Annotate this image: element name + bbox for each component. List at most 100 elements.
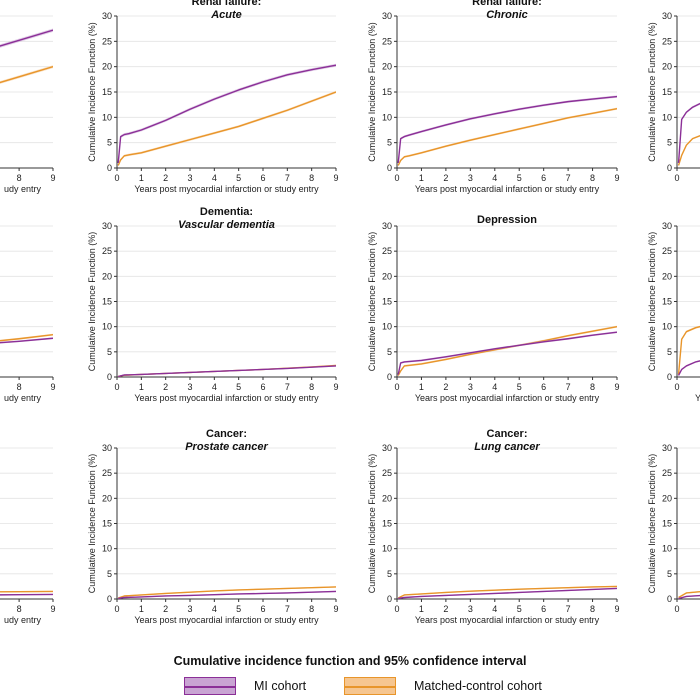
y-tick-label: 30 — [662, 11, 672, 21]
y-tick-label: 10 — [382, 322, 392, 332]
x-tick-label: 3 — [468, 173, 473, 183]
x-tick-label: 0 — [394, 604, 399, 614]
y-axis-label: Cumulative Incidence Function (%) — [87, 22, 97, 162]
y-tick-label: 5 — [667, 138, 672, 148]
series-line-control — [0, 65, 53, 84]
y-tick-label: 0 — [107, 594, 112, 604]
x-tick-label: 3 — [187, 382, 192, 392]
series-line-control — [117, 586, 336, 599]
legend: Cumulative incidence function and 95% co… — [0, 648, 700, 700]
panel-subtitle: Chronic — [486, 9, 528, 21]
x-tick-label: 6 — [260, 173, 265, 183]
x-tick-label: 2 — [443, 173, 448, 183]
series-line-control — [397, 585, 617, 599]
y-tick-label: 20 — [102, 62, 112, 72]
x-tick-label: 5 — [236, 604, 241, 614]
y-tick-label: 20 — [662, 271, 672, 281]
y-tick-label: 25 — [382, 468, 392, 478]
y-tick-label: 15 — [662, 297, 672, 307]
x-tick-label: 8 — [309, 382, 314, 392]
ci-band-control — [118, 90, 336, 167]
y-tick-label: 0 — [387, 594, 392, 604]
x-tick-label: 6 — [541, 382, 546, 392]
x-tick-label: 8 — [309, 173, 314, 183]
y-tick-label: 5 — [387, 138, 392, 148]
y-tick-label: 15 — [662, 87, 672, 97]
panel-title: Cancer: — [487, 428, 528, 440]
x-tick-label: 8 — [590, 382, 595, 392]
y-tick-label: 10 — [662, 112, 672, 122]
series-line-mi — [118, 365, 336, 377]
x-tick-label: 1 — [139, 173, 144, 183]
y-tick-label: 15 — [102, 297, 112, 307]
panel-subtitle: Prostate cancer — [185, 441, 268, 453]
x-tick-label: 4 — [492, 173, 497, 183]
y-tick-label: 10 — [382, 544, 392, 554]
x-tick-label: 9 — [50, 604, 55, 614]
x-tick-label: 4 — [492, 604, 497, 614]
x-tick-label: 0 — [114, 604, 119, 614]
y-tick-label: 10 — [102, 112, 112, 122]
series-line-control — [397, 108, 617, 166]
x-tick-label: 6 — [260, 604, 265, 614]
y-axis-label: Cumulative Incidence Function (%) — [647, 22, 657, 162]
y-tick-label: 0 — [107, 163, 112, 173]
x-tick-label: 7 — [566, 604, 571, 614]
x-tick-label: 1 — [139, 604, 144, 614]
x-tick-label: 5 — [236, 382, 241, 392]
y-tick-label: 15 — [662, 519, 672, 529]
x-tick-label: 1 — [419, 604, 424, 614]
x-tick-label: 7 — [566, 173, 571, 183]
y-tick-label: 5 — [667, 569, 672, 579]
series-line-mi — [0, 29, 53, 47]
chart-panel: 0 5 10 15 20 25 30 0 Cumulative Incidence Functi… — [647, 443, 700, 614]
y-tick-label: 0 — [387, 163, 392, 173]
chart-panel: 0 5 10 15 20 25 30 0 Cumulative Incidence Functi… — [647, 11, 700, 183]
series-line-mi — [677, 102, 700, 163]
x-tick-label: 4 — [212, 382, 217, 392]
y-tick-label: 5 — [387, 347, 392, 357]
legend-item-mi: MI cohort — [184, 676, 306, 696]
chart-panel: 0 5 10 15 20 25 30 0 Cumulative Incidence Functi… — [647, 221, 700, 403]
y-tick-label: 15 — [382, 87, 392, 97]
series-line-mi — [117, 64, 336, 163]
chart-panel: 0 5 10 15 20 25 30 0 1 2 3 4 5 6 7 8 9 Cumulative Inciden… — [87, 206, 339, 403]
y-tick-label: 10 — [382, 112, 392, 122]
x-axis-label: Years post myocardial infarction or stud… — [134, 615, 319, 625]
x-tick-label: 3 — [468, 382, 473, 392]
panel-subtitle: Vascular dementia — [178, 219, 275, 231]
x-tick-label: 1 — [139, 382, 144, 392]
y-tick-label: 15 — [102, 519, 112, 529]
y-tick-label: 20 — [382, 62, 392, 72]
y-tick-label: 25 — [382, 246, 392, 256]
x-tick-label: 9 — [50, 173, 55, 183]
x-tick-label: 2 — [163, 604, 168, 614]
y-axis-label: Cumulative Incidence Function (%) — [647, 232, 657, 372]
ci-band-mi — [398, 95, 617, 165]
y-axis-label: Cumulative Incidence Function (%) — [87, 232, 97, 372]
chart-panel: 0 5 10 15 20 25 30 0 1 2 3 4 5 6 7 8 9 Cumulative Inciden… — [367, 428, 620, 625]
x-tick-label: 9 — [333, 382, 338, 392]
y-tick-label: 30 — [382, 443, 392, 453]
chart-panel: 789udy entry — [0, 225, 56, 403]
x-tick-label: 9 — [614, 382, 619, 392]
x-tick-label: 8 — [17, 173, 22, 183]
y-tick-label: 30 — [102, 443, 112, 453]
series-line-control — [0, 590, 53, 593]
y-tick-label: 30 — [102, 11, 112, 21]
y-tick-label: 20 — [102, 271, 112, 281]
series-line-mi — [397, 95, 617, 164]
panel-title: Dementia: — [200, 206, 253, 218]
x-tick-label: 8 — [309, 604, 314, 614]
ci-band-mi — [398, 331, 617, 376]
x-tick-label: 4 — [492, 382, 497, 392]
x-tick-label: 2 — [163, 382, 168, 392]
series-line-control — [678, 591, 700, 599]
series-line-control — [0, 334, 53, 342]
x-tick-label: 5 — [517, 604, 522, 614]
x-tick-label: 7 — [285, 173, 290, 183]
x-axis-label: udy entry — [4, 184, 42, 194]
panel-title: Renal failure: — [192, 0, 262, 8]
x-tick-label: 9 — [614, 173, 619, 183]
panel-subtitle: Acute — [210, 9, 242, 21]
